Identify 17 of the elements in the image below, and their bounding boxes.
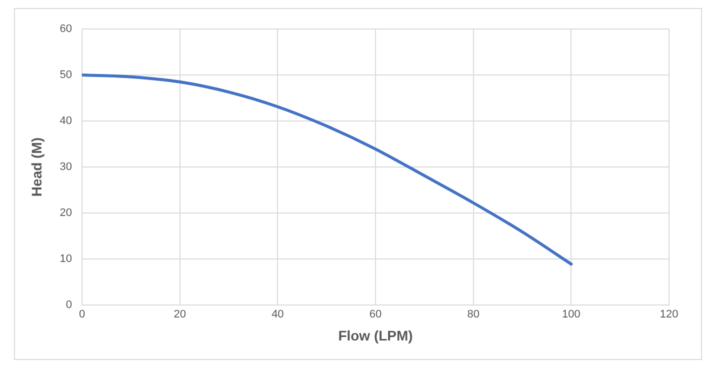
y-axis-title: Head (M)	[28, 137, 44, 197]
x-tick-label: 60	[369, 308, 382, 321]
x-tick-label: 20	[174, 308, 186, 321]
y-tick-label: 30	[60, 161, 72, 174]
x-tick-label: 40	[272, 308, 284, 321]
x-tick-label: 120	[660, 308, 678, 321]
line-series	[82, 74, 573, 266]
y-tick-label: 0	[66, 299, 72, 312]
y-tick-label: 20	[60, 207, 72, 220]
x-tick-label: 0	[78, 308, 86, 321]
x-tick-label: 80	[467, 308, 480, 321]
y-tick-label: 50	[60, 69, 72, 82]
y-tick-label: 10	[60, 253, 72, 266]
x-axis-title: Flow (LPM)	[338, 327, 413, 344]
x-tick-label: 100	[562, 308, 580, 321]
y-tick-label: 60	[60, 23, 72, 36]
y-tick-label: 40	[60, 115, 72, 128]
